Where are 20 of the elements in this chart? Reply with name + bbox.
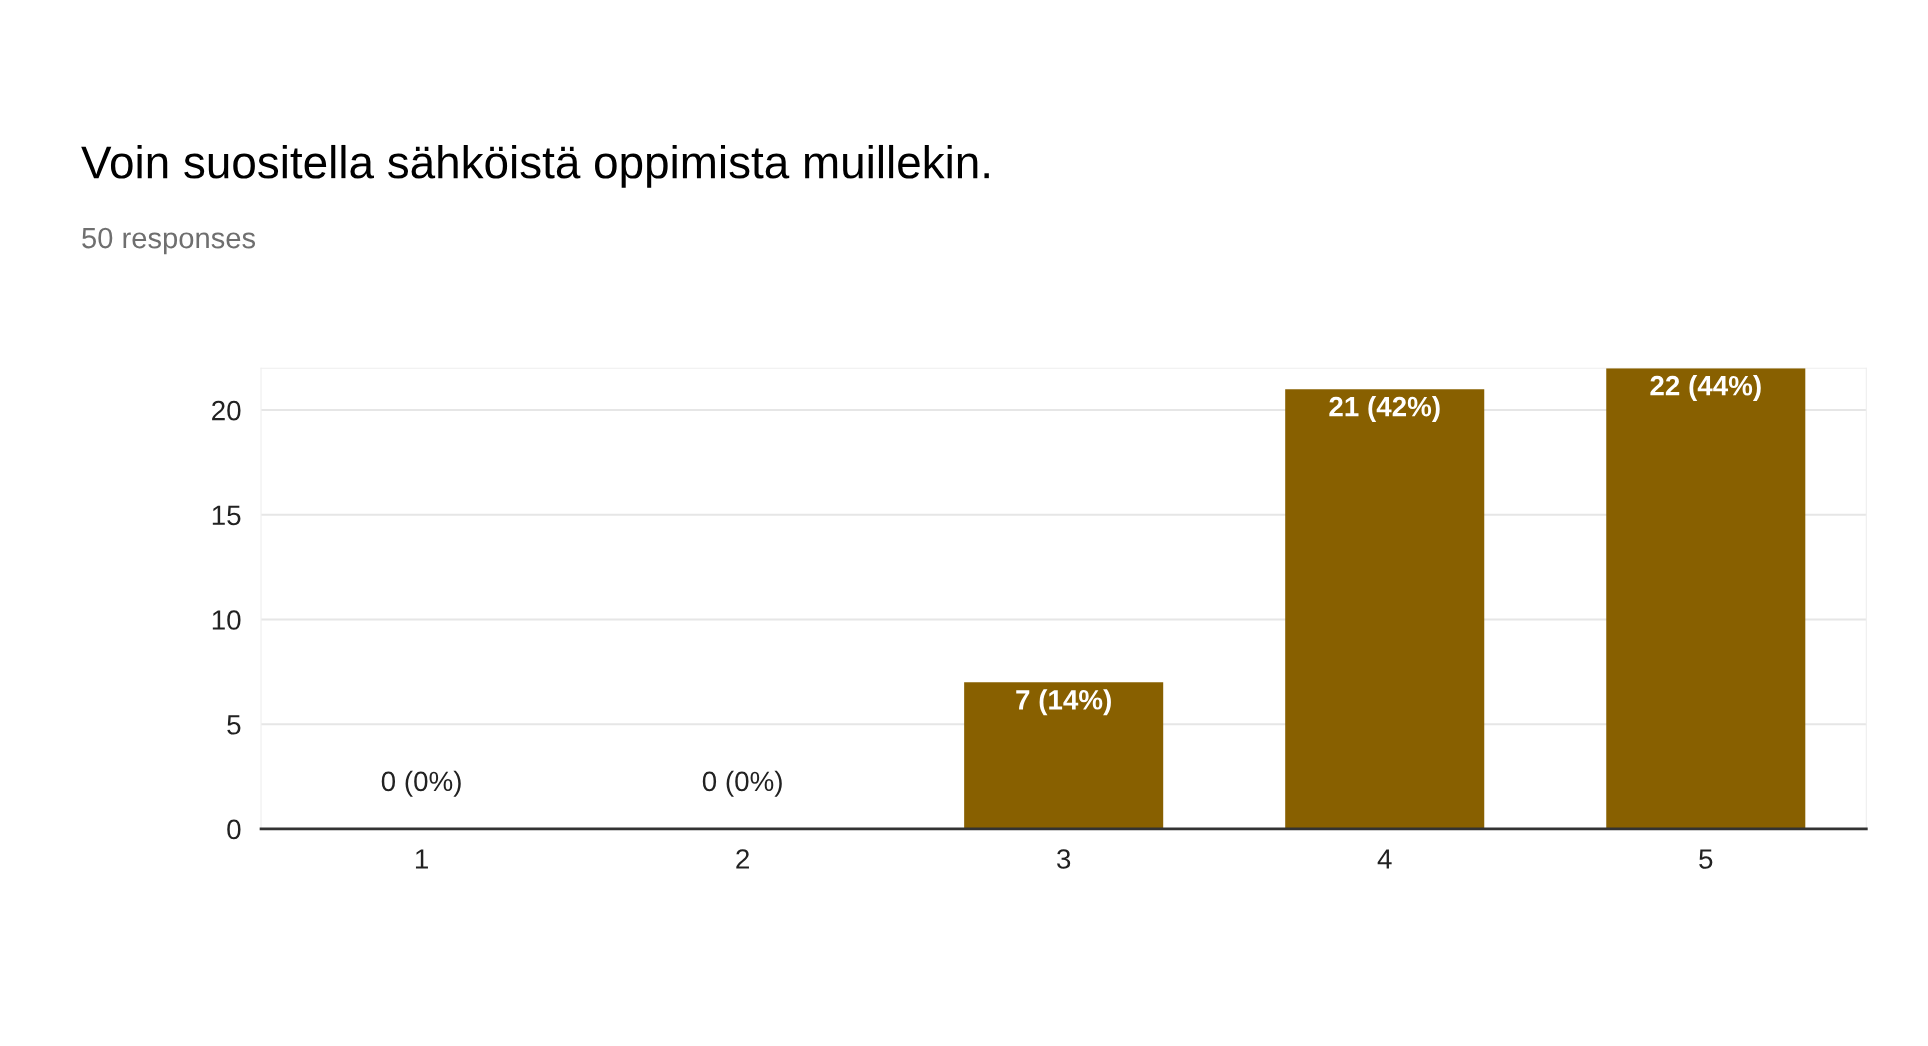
chart-title: Voin suositella sähköistä oppimista muillekin. [81,144,989,188]
y-tick-label: 0 [227,819,241,840]
data-label: 7 (14%) [1016,689,1111,716]
y-tick-label: 15 [212,505,241,526]
x-tick-label: 1 [415,849,428,869]
x-tick-label: 2 [736,849,749,869]
data-label: 21 (42%) [1329,396,1440,422]
bar [1285,389,1485,829]
bar [1606,368,1806,829]
data-label: 22 (44%) [1650,375,1761,401]
chart-subtitle: 50 responses [82,227,256,255]
y-tick-label: 20 [212,400,241,421]
y-tick-label: 5 [227,715,241,735]
y-tick-label: 10 [212,610,241,630]
data-label: 0 (0%) [381,770,461,797]
x-tick-label: 4 [1377,849,1392,869]
data-label: 0 (0%) [702,770,782,797]
x-tick-label: 3 [1057,849,1071,869]
bar [964,682,1164,829]
x-tick-label: 5 [1699,849,1713,869]
